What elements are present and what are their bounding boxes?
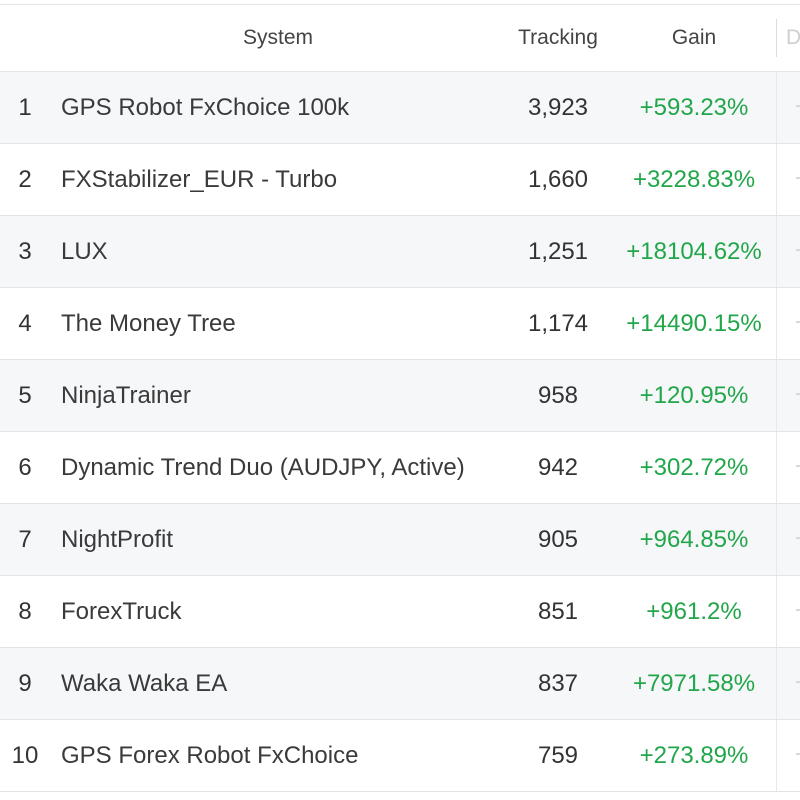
gain-cell: +18104.62% — [626, 238, 762, 265]
column-divider — [776, 432, 777, 503]
table-row[interactable]: 10 GPS Forex Robot FxChoice 759 +273.89% — [0, 720, 800, 792]
truncated-column-edge — [796, 537, 800, 539]
truncated-column-edge — [796, 321, 800, 323]
table-row[interactable]: 8 ForexTruck 851 +961.2% — [0, 576, 800, 648]
rank-cell: 3 — [18, 238, 32, 265]
table-body: 1 GPS Robot FxChoice 100k 3,923 +593.23% 2 FX… — [0, 72, 800, 792]
table-row[interactable]: 3 LUX 1,251 +18104.62% — [0, 216, 800, 288]
gain-cell: +120.95% — [639, 382, 749, 409]
rank-cell: 8 — [18, 598, 32, 625]
truncated-column-edge — [796, 753, 800, 755]
table-header: System Tracking Gain D — [0, 4, 800, 72]
systems-table: System Tracking Gain D 1 GPS Robot FxChoi… — [0, 4, 800, 792]
system-name-cell[interactable]: GPS Forex Robot FxChoice — [61, 742, 359, 769]
system-name-cell[interactable]: NightProfit — [61, 526, 174, 553]
truncated-column-edge — [796, 681, 800, 683]
tracking-count-cell: 1,251 — [527, 238, 589, 265]
system-name-cell[interactable]: Waka Waka EA — [61, 670, 228, 697]
system-name-cell[interactable]: FXStabilizer_EUR - Turbo — [61, 166, 338, 193]
column-divider — [776, 19, 777, 57]
truncated-column-edge — [796, 393, 800, 395]
rank-cell: 10 — [11, 742, 39, 769]
tracking-count-cell: 759 — [537, 742, 579, 769]
truncated-column-edge — [796, 105, 800, 107]
tracking-count-cell: 3,923 — [527, 94, 589, 121]
column-divider — [776, 720, 777, 791]
system-name-cell[interactable]: Dynamic Trend Duo (AUDJPY, Active) — [61, 454, 465, 481]
column-header-system[interactable]: System — [242, 26, 313, 49]
gain-cell: +302.72% — [639, 454, 749, 481]
tracking-count-cell: 905 — [537, 526, 579, 553]
rank-cell: 4 — [18, 310, 32, 337]
column-divider — [776, 576, 777, 647]
gain-cell: +593.23% — [639, 94, 749, 121]
rank-cell: 2 — [18, 166, 32, 193]
column-divider — [776, 72, 777, 143]
gain-cell: +964.85% — [639, 526, 749, 553]
gain-cell: +7971.58% — [632, 670, 756, 697]
table-row[interactable]: 9 Waka Waka EA 837 +7971.58% — [0, 648, 800, 720]
gain-cell: +961.2% — [646, 598, 742, 625]
truncated-column-edge — [796, 249, 800, 251]
rank-cell: 9 — [18, 670, 32, 697]
table-row[interactable]: 4 The Money Tree 1,174 +14490.15% — [0, 288, 800, 360]
column-header-truncated[interactable]: D — [786, 26, 800, 49]
column-divider — [776, 216, 777, 287]
rank-cell: 1 — [18, 94, 32, 121]
column-divider — [776, 288, 777, 359]
tracking-count-cell: 1,174 — [527, 310, 589, 337]
tracking-count-cell: 851 — [537, 598, 579, 625]
column-divider — [776, 504, 777, 575]
system-name-cell[interactable]: NinjaTrainer — [61, 382, 191, 409]
system-name-cell[interactable]: ForexTruck — [61, 598, 182, 625]
gain-cell: +273.89% — [639, 742, 749, 769]
table-row[interactable]: 6 Dynamic Trend Duo (AUDJPY, Active) 942 +3… — [0, 432, 800, 504]
rank-cell: 7 — [18, 526, 32, 553]
table-row[interactable]: 5 NinjaTrainer 958 +120.95% — [0, 360, 800, 432]
column-divider — [776, 648, 777, 719]
tracking-count-cell: 1,660 — [527, 166, 589, 193]
gain-cell: +14490.15% — [626, 310, 762, 337]
table-row[interactable]: 7 NightProfit 905 +964.85% — [0, 504, 800, 576]
tracking-count-cell: 958 — [537, 382, 579, 409]
system-name-cell[interactable]: The Money Tree — [61, 310, 236, 337]
truncated-column-edge — [796, 465, 800, 467]
truncated-column-edge — [796, 609, 800, 611]
column-header-gain[interactable]: Gain — [671, 26, 717, 49]
tracking-count-cell: 837 — [537, 670, 579, 697]
column-divider — [776, 360, 777, 431]
truncated-column-edge — [796, 177, 800, 179]
table-row[interactable]: 1 GPS Robot FxChoice 100k 3,923 +593.23% — [0, 72, 800, 144]
rank-cell: 5 — [18, 382, 32, 409]
tracking-count-cell: 942 — [537, 454, 579, 481]
column-divider — [776, 144, 777, 215]
gain-cell: +3228.83% — [632, 166, 756, 193]
system-name-cell[interactable]: GPS Robot FxChoice 100k — [61, 94, 350, 121]
table-row[interactable]: 2 FXStabilizer_EUR - Turbo 1,660 +3228.83% — [0, 144, 800, 216]
system-name-cell[interactable]: LUX — [61, 238, 108, 265]
column-header-tracking[interactable]: Tracking — [518, 26, 598, 49]
rank-cell: 6 — [18, 454, 32, 481]
